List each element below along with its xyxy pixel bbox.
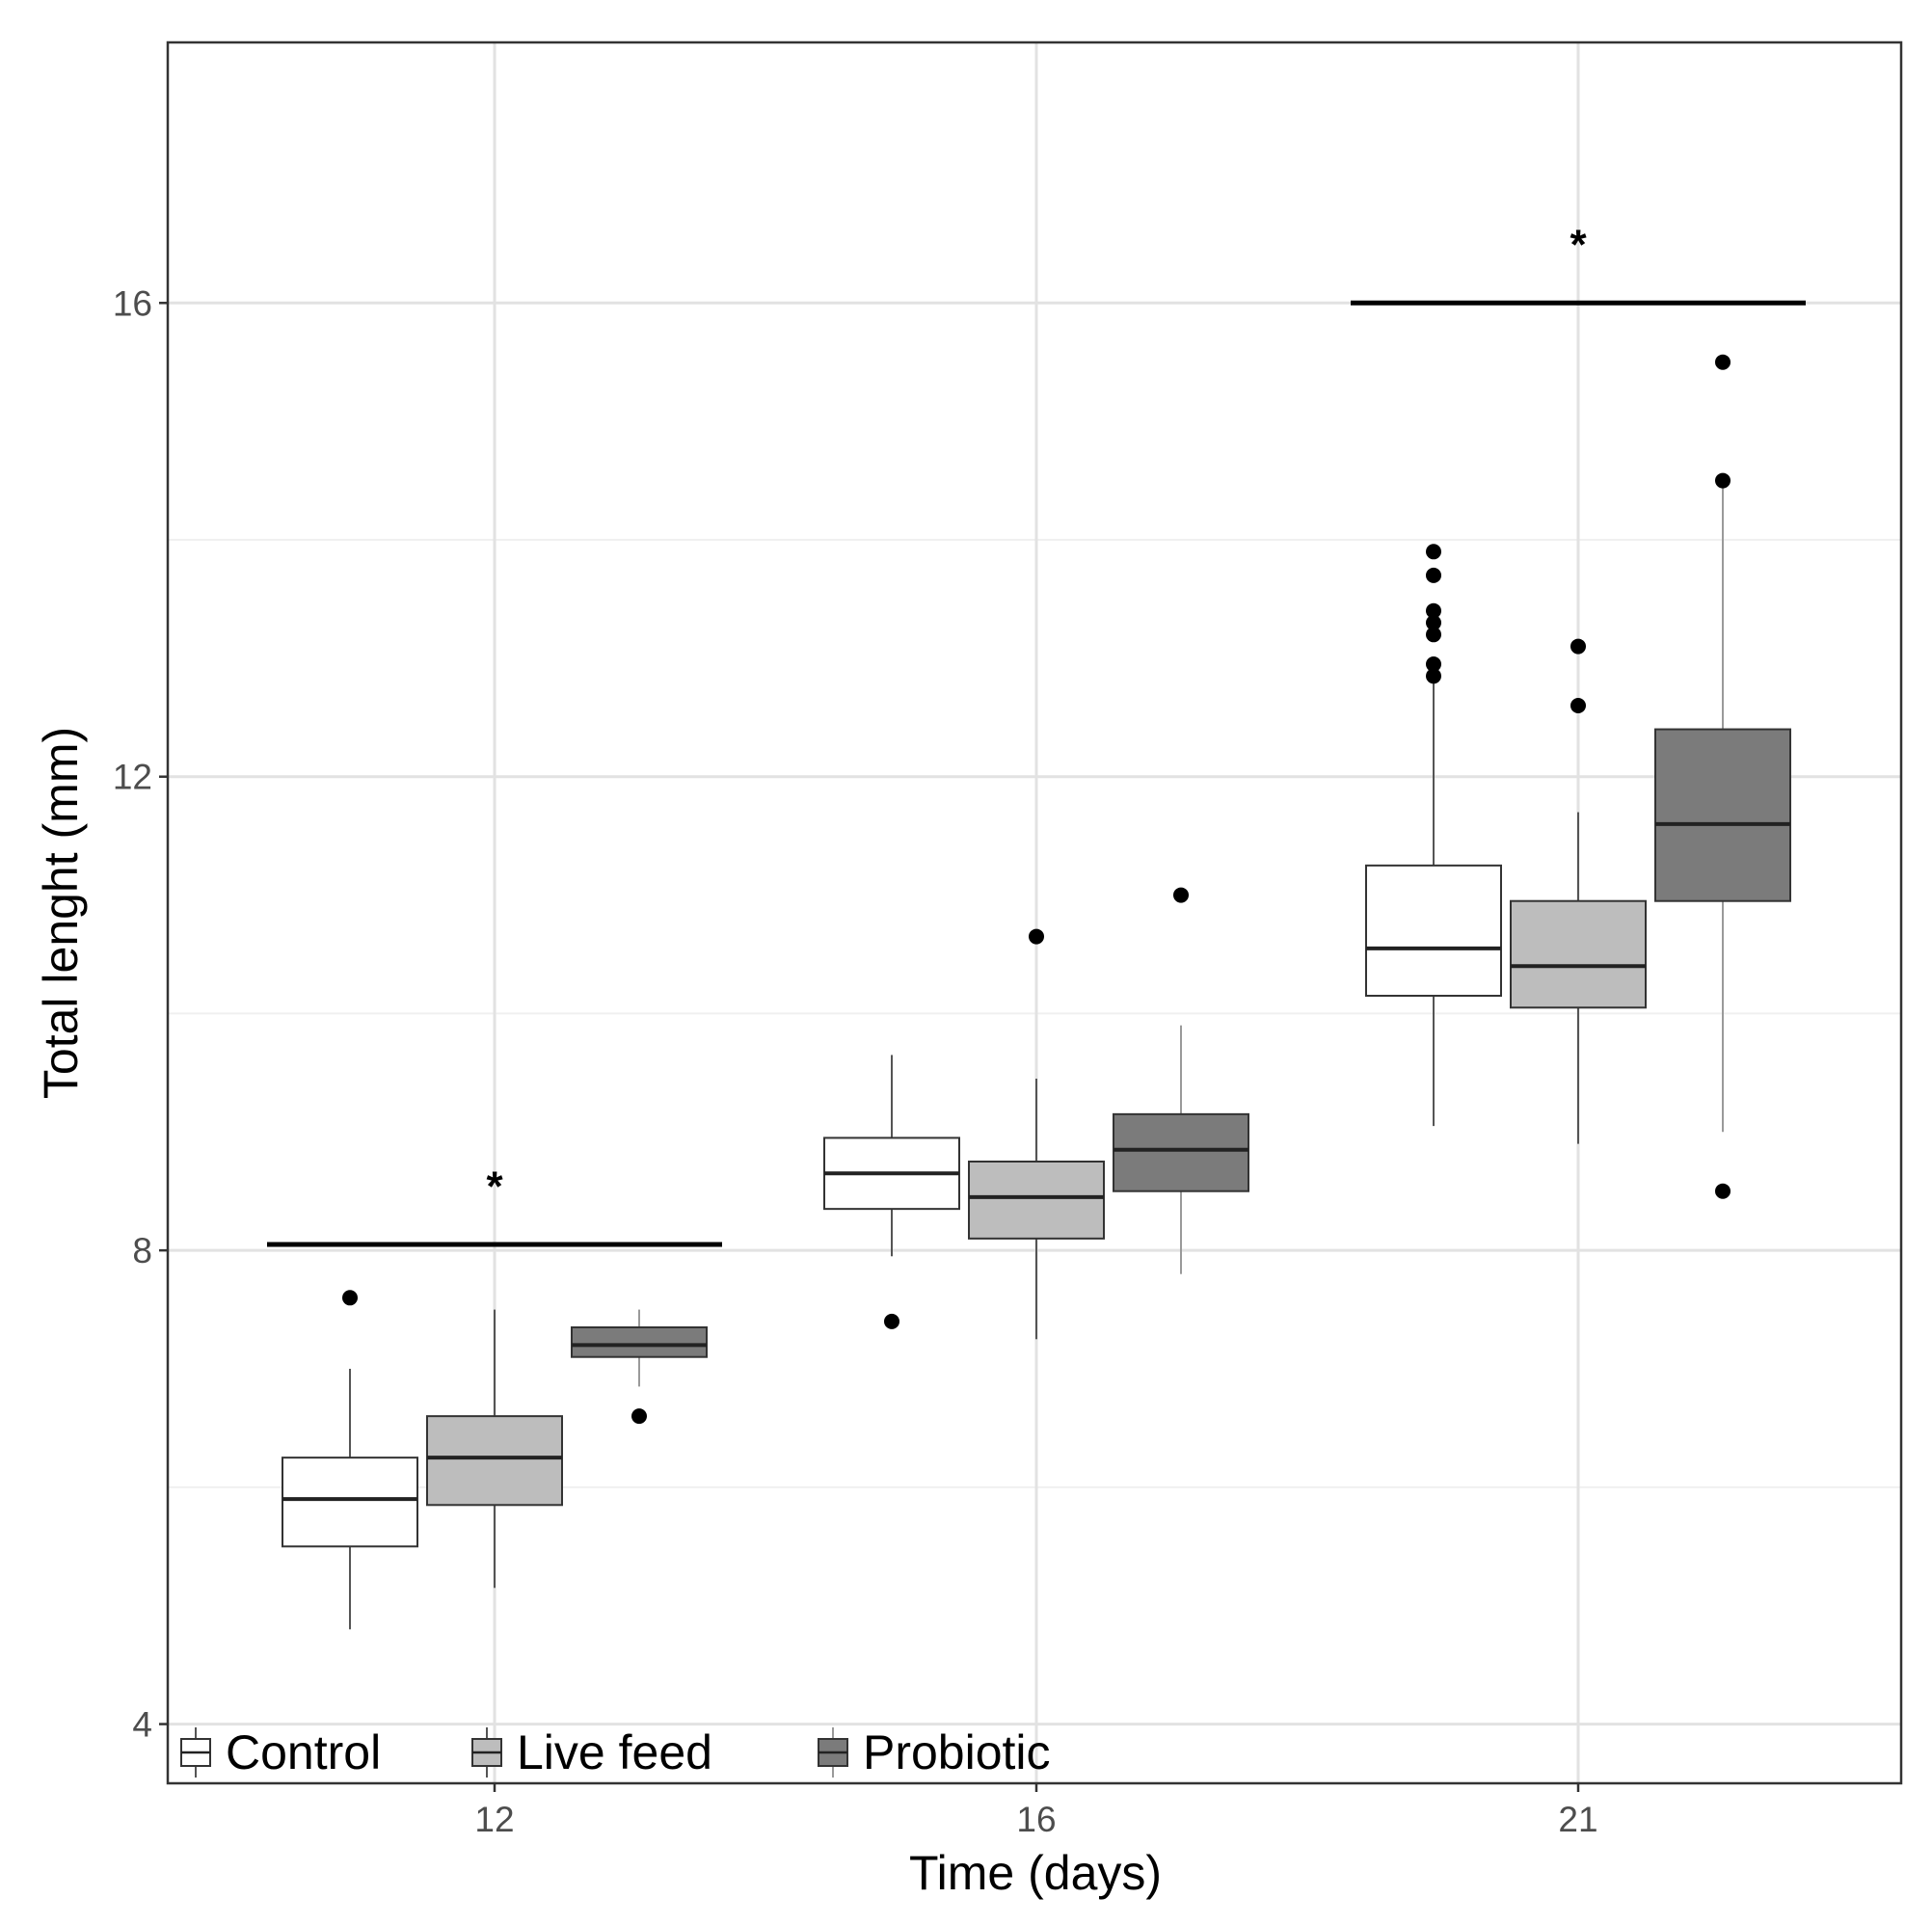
box-plots xyxy=(282,354,1791,1630)
x-tick-label: 12 xyxy=(474,1800,514,1839)
x-axis-title: Time (days) xyxy=(909,1846,1162,1900)
y-axis-title: Total lenght (mm) xyxy=(34,727,88,1099)
x-tick-label: 16 xyxy=(1016,1800,1056,1839)
outlier-point xyxy=(631,1408,647,1425)
significance-annotations: ** xyxy=(267,222,1806,1247)
outlier-point xyxy=(1715,354,1731,370)
outlier-point xyxy=(1715,472,1731,489)
significance-label: * xyxy=(1570,222,1587,269)
axes: 4 8 12 16 12 16 21 xyxy=(113,283,1598,1839)
outlier-point xyxy=(884,1313,899,1329)
series-probiotic xyxy=(571,354,1791,1425)
box xyxy=(1365,864,1502,997)
legend-label: Live feed xyxy=(517,1725,712,1779)
outlier-point xyxy=(1426,567,1441,583)
outlier-point xyxy=(342,1290,358,1306)
outlier-point xyxy=(1426,602,1441,619)
outlier-point xyxy=(1426,615,1441,630)
box xyxy=(1654,728,1791,902)
legend-item-control: Control xyxy=(180,1725,381,1779)
outlier-point xyxy=(1570,698,1586,713)
box xyxy=(1113,1112,1249,1192)
outlier-point xyxy=(1570,638,1586,655)
outlier-point xyxy=(1426,544,1441,560)
legend-item-probiotic: Probiotic xyxy=(818,1725,1051,1779)
series-live-feed xyxy=(426,638,1647,1589)
box xyxy=(1510,899,1647,1009)
outlier-point xyxy=(1715,1183,1731,1199)
y-tick-label: 16 xyxy=(113,283,152,323)
box xyxy=(571,1326,708,1358)
box xyxy=(426,1415,563,1507)
legend: Control Live feed Probiotic xyxy=(180,1725,1051,1779)
outlier-point xyxy=(1426,627,1441,643)
legend-label: Control xyxy=(226,1725,381,1779)
y-tick-label: 4 xyxy=(132,1705,152,1745)
box xyxy=(968,1161,1105,1240)
legend-label: Probiotic xyxy=(863,1725,1051,1779)
legend-item-live-feed: Live feed xyxy=(471,1725,712,1779)
panel-border xyxy=(166,40,1903,1785)
x-tick-label: 21 xyxy=(1558,1800,1597,1839)
series-control xyxy=(282,544,1502,1630)
significance-label: * xyxy=(486,1163,503,1210)
outlier-point xyxy=(1029,928,1044,945)
y-tick-label: 12 xyxy=(113,758,152,797)
box xyxy=(282,1457,418,1548)
y-tick-label: 8 xyxy=(132,1231,152,1270)
outlier-point xyxy=(1173,887,1189,903)
outlier-point xyxy=(1426,656,1441,672)
outlier-point xyxy=(1426,668,1441,684)
